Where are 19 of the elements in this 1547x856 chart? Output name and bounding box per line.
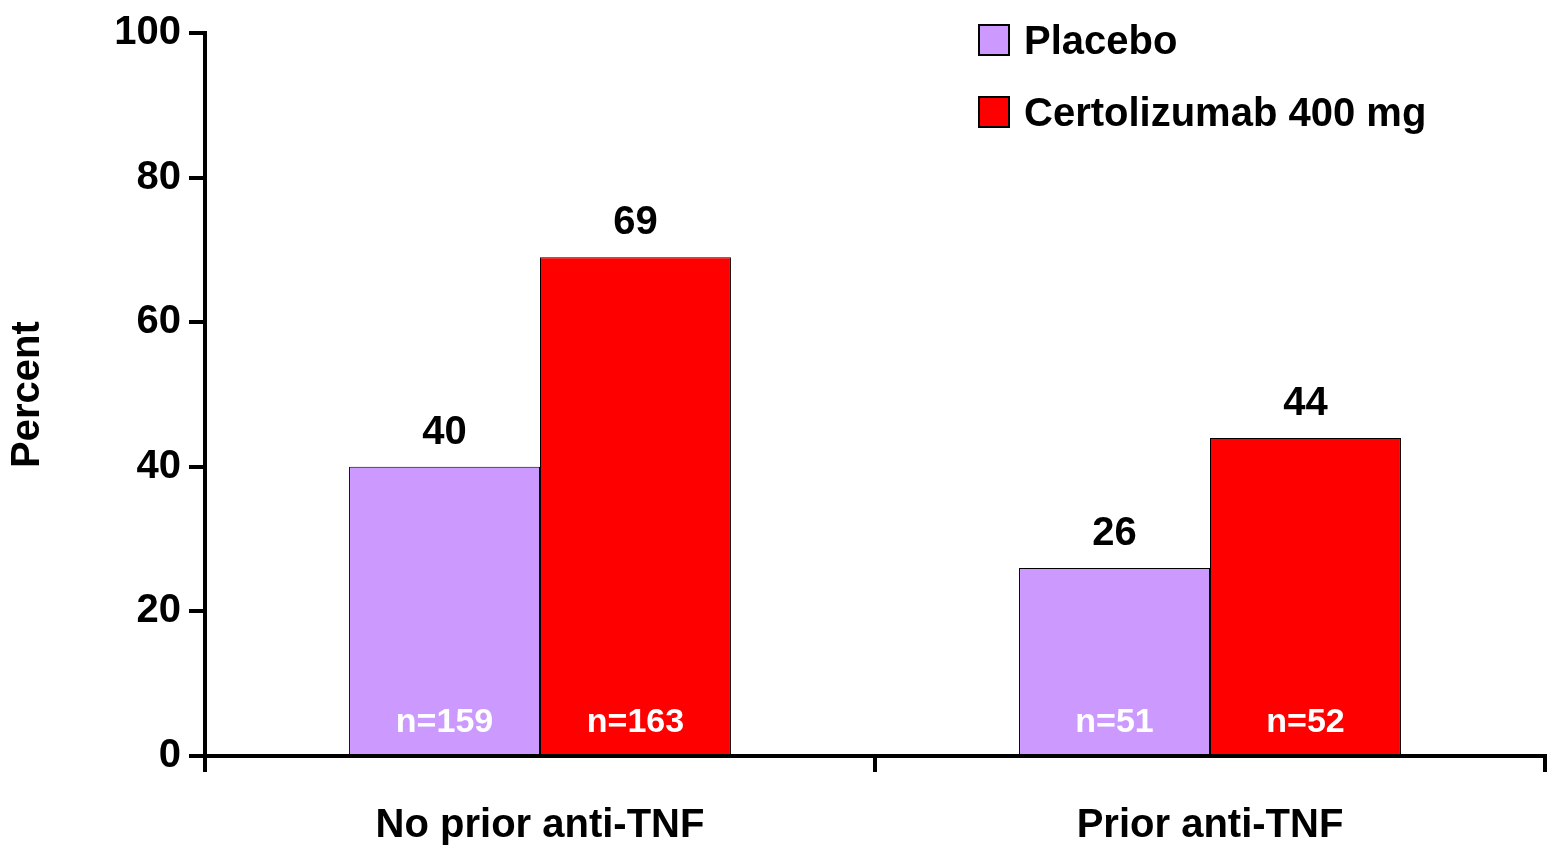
x-tick-label: No prior anti-TNF: [375, 801, 705, 846]
y-tick-label: 100: [114, 8, 181, 53]
legend-label: Placebo: [1024, 17, 1178, 63]
annotation: n=51: [1075, 701, 1154, 740]
x-tick-label: Prior anti-TNF: [1076, 801, 1344, 846]
data-label: 26: [1092, 509, 1137, 554]
legend-label: Certolizumab 400 mg: [1024, 89, 1427, 135]
y-tick-label: 40: [136, 441, 181, 486]
data-label: 44: [1283, 378, 1329, 423]
data-label: 40: [422, 407, 467, 452]
y-tick-label: 60: [136, 297, 181, 342]
y-tick-label: 20: [136, 586, 181, 631]
annotation: n=159: [395, 701, 494, 740]
annotation: n=52: [1266, 701, 1345, 740]
y-tick-label: 0: [158, 731, 181, 776]
y-axis-title: Percent: [3, 321, 48, 468]
annotation: n=163: [586, 701, 685, 740]
data-label: 69: [613, 198, 658, 243]
y-tick-label: 80: [136, 152, 181, 197]
